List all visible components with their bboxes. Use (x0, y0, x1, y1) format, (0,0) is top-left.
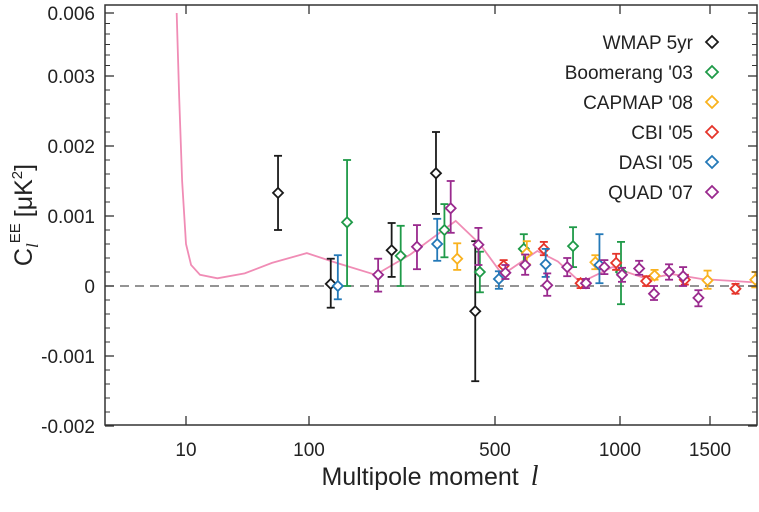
x-tick-label: 1500 (689, 440, 731, 461)
data-point (472, 238, 485, 251)
plot-frame (104, 4, 758, 426)
series-5 (371, 180, 705, 308)
series-1 (340, 159, 628, 306)
series-0 (271, 131, 482, 383)
legend-label: CBI '05 (631, 123, 693, 144)
data-point (647, 287, 661, 300)
data-point (539, 258, 552, 271)
x-axis-title: Multipole moment l (321, 461, 538, 492)
series-2 (450, 240, 757, 290)
data-point (492, 272, 506, 286)
legend-label: QUAD '07 (608, 183, 693, 204)
series-4 (331, 217, 606, 301)
legend-marker (704, 94, 720, 110)
legend-marker (704, 34, 720, 50)
x-tick-label: 500 (479, 440, 511, 461)
x-tick-label: 100 (293, 440, 325, 461)
y-tick-label: 0 (84, 277, 95, 298)
y-tick-label: 0.006 (47, 4, 95, 25)
legend-marker (704, 184, 720, 200)
axes: 0.006 0.003 0.002 0.001 0 -0.001 -0.002 10 100 50… (41, 4, 757, 461)
legend-label: WMAP 5yr (603, 33, 694, 54)
data-point (271, 186, 285, 200)
data-point (429, 167, 443, 180)
data-point (499, 266, 512, 279)
data-point (598, 260, 611, 274)
data-point (385, 244, 398, 257)
data-point (692, 291, 705, 305)
x-tick-label: 10 (175, 440, 196, 461)
y-tick-label: 0.003 (47, 67, 95, 88)
data-point (340, 216, 354, 229)
data-point (540, 279, 554, 292)
y-tick-label: -0.002 (41, 417, 95, 438)
y-axis-title: ClEE[μK2] (7, 164, 42, 266)
y-tick-label: -0.001 (41, 347, 95, 368)
legend-label: Boomerang '03 (565, 63, 693, 84)
data-point (615, 268, 629, 282)
legend: WMAP 5yr Boomerang '03 CAPMAP '08 CBI '05 DA… (565, 33, 720, 204)
data-point (639, 274, 653, 288)
x-tick-label: 1000 (599, 440, 641, 461)
legend-marker (704, 64, 720, 80)
data-point (473, 265, 487, 279)
y-tick-label: 0.001 (47, 207, 95, 228)
data-point (371, 268, 385, 282)
data-point (518, 258, 532, 272)
y-tick-label: 0.002 (47, 137, 95, 158)
legend-marker (704, 124, 720, 140)
data-point (560, 260, 574, 274)
data-point (444, 202, 457, 215)
data-point (331, 279, 345, 293)
data-point (609, 256, 623, 270)
data-point (410, 240, 424, 254)
data-point (729, 282, 742, 296)
data-point (701, 274, 714, 287)
legend-label: CAPMAP '08 (583, 93, 693, 114)
data-point (749, 273, 757, 286)
data-point (566, 239, 580, 253)
data-point (676, 269, 690, 283)
data-point (648, 269, 661, 282)
data-point (632, 262, 646, 275)
data-point (662, 265, 676, 279)
legend-marker (704, 154, 720, 170)
data-point (394, 249, 407, 263)
data-point (579, 276, 593, 290)
data-point (468, 304, 482, 318)
plot-marks (105, 12, 757, 383)
legend-label: DASI '05 (619, 153, 693, 174)
data-point (450, 252, 464, 265)
data-point (430, 237, 444, 251)
